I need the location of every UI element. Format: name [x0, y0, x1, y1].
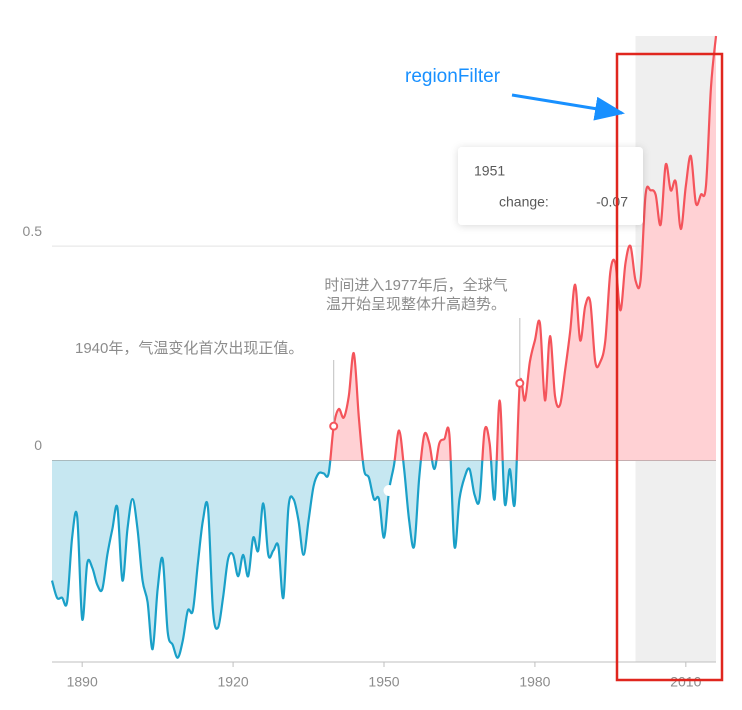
callout-text: regionFilter — [405, 66, 501, 87]
annotation-point — [515, 378, 525, 388]
tooltip-box — [458, 147, 643, 225]
area — [52, 36, 716, 461]
line — [50, 460, 518, 659]
x-tick-label: 1950 — [368, 674, 399, 690]
annotations: 1940年，气温变化首次出现正值。 时间进入1977年后，全球气 温开始呈现整体… — [75, 276, 525, 431]
tooltip-name: change: — [499, 194, 549, 210]
y-tick-label: 0.5 — [23, 223, 43, 239]
area — [52, 460, 517, 658]
highlight-box — [615, 52, 724, 682]
annotation-text: 温开始呈现整体升高趋势。 — [326, 296, 506, 313]
plot-area: 0 0.5 1890 1920 1950 1980 2010 — [23, 35, 718, 690]
y-tick-label: 0 — [34, 437, 42, 453]
annotation-text: 时间进入1977年后，全球气 — [324, 276, 507, 294]
annotation-point — [329, 421, 339, 431]
tooltip-title: 1951 — [474, 163, 505, 179]
tooltip-value: -0.07 — [596, 194, 628, 210]
x-tick-label: 1980 — [519, 674, 550, 690]
x-tick-label: 2010 — [670, 674, 701, 690]
callout-arrow — [511, 93, 625, 121]
x-tick-label: 1890 — [67, 674, 98, 690]
x-tick-label: 1920 — [218, 674, 249, 690]
active-point — [383, 484, 395, 496]
tooltip: 1951 change: -0.07 — [458, 147, 643, 225]
annotation-text: 1940年，气温变化首次出现正值。 — [75, 340, 303, 357]
line — [329, 35, 718, 461]
